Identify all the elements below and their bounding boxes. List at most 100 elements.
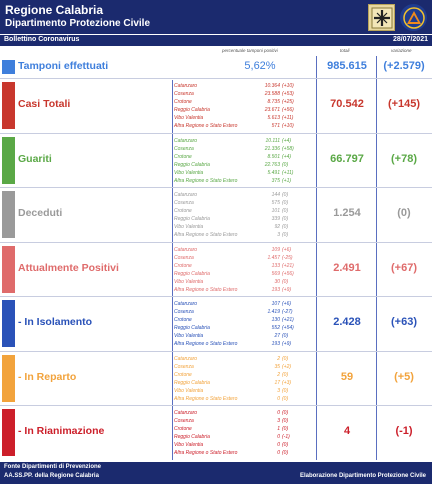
province-value: 130 — [271, 317, 280, 323]
footer-credit: Elaborazione Dipartimento Protezione Civ… — [299, 473, 426, 479]
province-value: 8.735 — [267, 99, 280, 105]
province-row: Reggio Calabria 17 (+3) — [174, 379, 314, 387]
province-row: Vibo Valentia 30 (0) — [174, 278, 314, 286]
province-name: Cosenza — [174, 363, 194, 370]
province-delta: (+56) — [282, 107, 294, 113]
province-list: Catanzaro 2 (0) Cosenza 35 (+2) Crotone 2 (0) Reg… — [174, 355, 314, 403]
province-name: Altra Regione o Stato Estero — [174, 177, 238, 184]
section-total: 66.797 — [330, 152, 364, 165]
province-value: 1 — [277, 426, 280, 432]
province-value: 2 — [277, 355, 280, 362]
section-total: 70.542 — [330, 98, 364, 110]
province-value: 1.457 — [267, 254, 280, 261]
section-variation: (+5) — [394, 370, 414, 383]
column-header-tot: totali — [340, 48, 350, 53]
section-color-bar — [2, 300, 15, 347]
province-name: Crotone — [174, 153, 192, 160]
province-name: Altra Regione o Stato Estero — [174, 232, 238, 238]
province-name: Altra Regione o Stato Estero — [174, 123, 238, 129]
province-name: Catanzaro — [174, 83, 198, 89]
province-list: Catanzaro 109 (+6) Cosenza 1.457 (-25) Crotone… — [174, 246, 314, 294]
section-separator — [0, 241, 432, 243]
province-row: Cosenza 1.419 (-27) — [174, 308, 314, 316]
province-delta: (0) — [282, 426, 289, 432]
province-row: Crotone 1 (0) — [174, 425, 314, 433]
province-value: 193 — [271, 341, 280, 347]
column-divider — [316, 56, 317, 460]
province-row: Vibo Valentia 3 (0) — [174, 387, 314, 395]
civil-protection-logo-icon — [400, 4, 427, 31]
province-value: 339 — [271, 216, 280, 222]
province-row: Altra Regione o Stato Estero 571 (+10) — [174, 122, 314, 130]
province-delta: (+9) — [282, 286, 292, 293]
province-delta: (+10) — [282, 123, 294, 129]
province-list: Catanzaro 10.364 (+10) Cosenza 23.588 (+53) Cr… — [174, 82, 314, 130]
province-delta: (+25) — [282, 99, 294, 105]
province-row: Crotone 130 (+21) — [174, 316, 314, 324]
province-name: Altra Regione o Stato Estero — [174, 450, 238, 456]
province-row: Cosenza 21.336 (+58) — [174, 145, 314, 153]
province-delta: (0) — [282, 450, 289, 456]
province-name: Crotone — [174, 99, 192, 105]
province-delta: (0) — [282, 161, 289, 168]
province-value: 35 — [274, 363, 280, 370]
province-row: Vibo Valentia 27 (0) — [174, 332, 314, 340]
section-variation: (+63) — [391, 316, 417, 328]
section-color-bar — [2, 191, 15, 238]
province-value: 109 — [271, 246, 280, 253]
section-color-bar — [2, 82, 15, 129]
province-name: Vibo Valentia — [174, 169, 204, 176]
province-name: Vibo Valentia — [174, 442, 204, 448]
section-label: Deceduti — [18, 207, 63, 219]
province-row: Catanzaro 0 (0) — [174, 409, 314, 417]
province-delta: (+9) — [282, 341, 292, 347]
province-delta: (+21) — [282, 317, 294, 323]
province-row: Reggio Calabria 23.671 (+56) — [174, 106, 314, 114]
province-value: 0 — [277, 450, 280, 456]
province-value: 30 — [274, 278, 280, 285]
province-value: 575 — [271, 200, 280, 206]
province-row: Cosenza 1.457 (-25) — [174, 254, 314, 262]
province-value: 0 — [277, 434, 280, 440]
province-row: Altra Regione o Stato Estero 0 (0) — [174, 449, 314, 457]
header-banner: Regione Calabria Dipartimento Protezione… — [0, 0, 432, 34]
province-delta: (+4) — [282, 153, 292, 160]
province-name: Catanzaro — [174, 355, 198, 362]
province-value: 21.336 — [264, 145, 280, 152]
province-value: 0 — [277, 410, 280, 416]
province-value: 375 — [271, 177, 280, 184]
section-variation: (+67) — [391, 261, 417, 274]
section-total: 2.491 — [333, 261, 361, 274]
province-row: Cosenza 23.588 (+53) — [174, 90, 314, 98]
section-separator — [0, 187, 432, 188]
province-row: Reggio Calabria 0 (-1) — [174, 433, 314, 441]
province-name: Crotone — [174, 371, 192, 378]
tamponi-variation: (+2.579) — [383, 60, 425, 72]
province-value: 101 — [271, 208, 280, 214]
province-name: Crotone — [174, 426, 192, 432]
province-list: Catanzaro 10.111 (+4) Cosenza 21.336 (+58) Cro… — [174, 137, 314, 185]
province-delta: (+53) — [282, 91, 294, 97]
province-delta: (+10) — [282, 83, 294, 89]
province-name: Catanzaro — [174, 192, 198, 198]
footer-bar: Fonte Dipartimenti di Prevenzione AA.SS.… — [0, 462, 432, 484]
province-delta: (+21) — [282, 262, 294, 269]
province-row: Reggio Calabria 22.763 (0) — [174, 161, 314, 169]
province-delta: (+6) — [282, 301, 292, 307]
province-value: 552 — [271, 325, 280, 331]
section-total: 1.254 — [333, 207, 361, 219]
province-delta: (0) — [282, 216, 289, 222]
province-value: 10.364 — [264, 83, 280, 89]
province-delta: (+11) — [282, 115, 294, 121]
tamponi-label: Tamponi effettuati — [18, 60, 109, 72]
province-name: Catanzaro — [174, 410, 198, 416]
province-name: Vibo Valentia — [174, 333, 204, 339]
section-label: Guariti — [18, 152, 52, 165]
province-delta: (+58) — [282, 145, 294, 152]
province-name: Altra Regione o Stato Estero — [174, 286, 238, 293]
province-name: Catanzaro — [174, 301, 198, 307]
province-row: Catanzaro 10.111 (+4) — [174, 137, 314, 145]
section-variation: (-1) — [395, 425, 413, 437]
province-row: Crotone 8.735 (+25) — [174, 98, 314, 106]
section-label: Attualmente Positivi — [18, 261, 119, 274]
